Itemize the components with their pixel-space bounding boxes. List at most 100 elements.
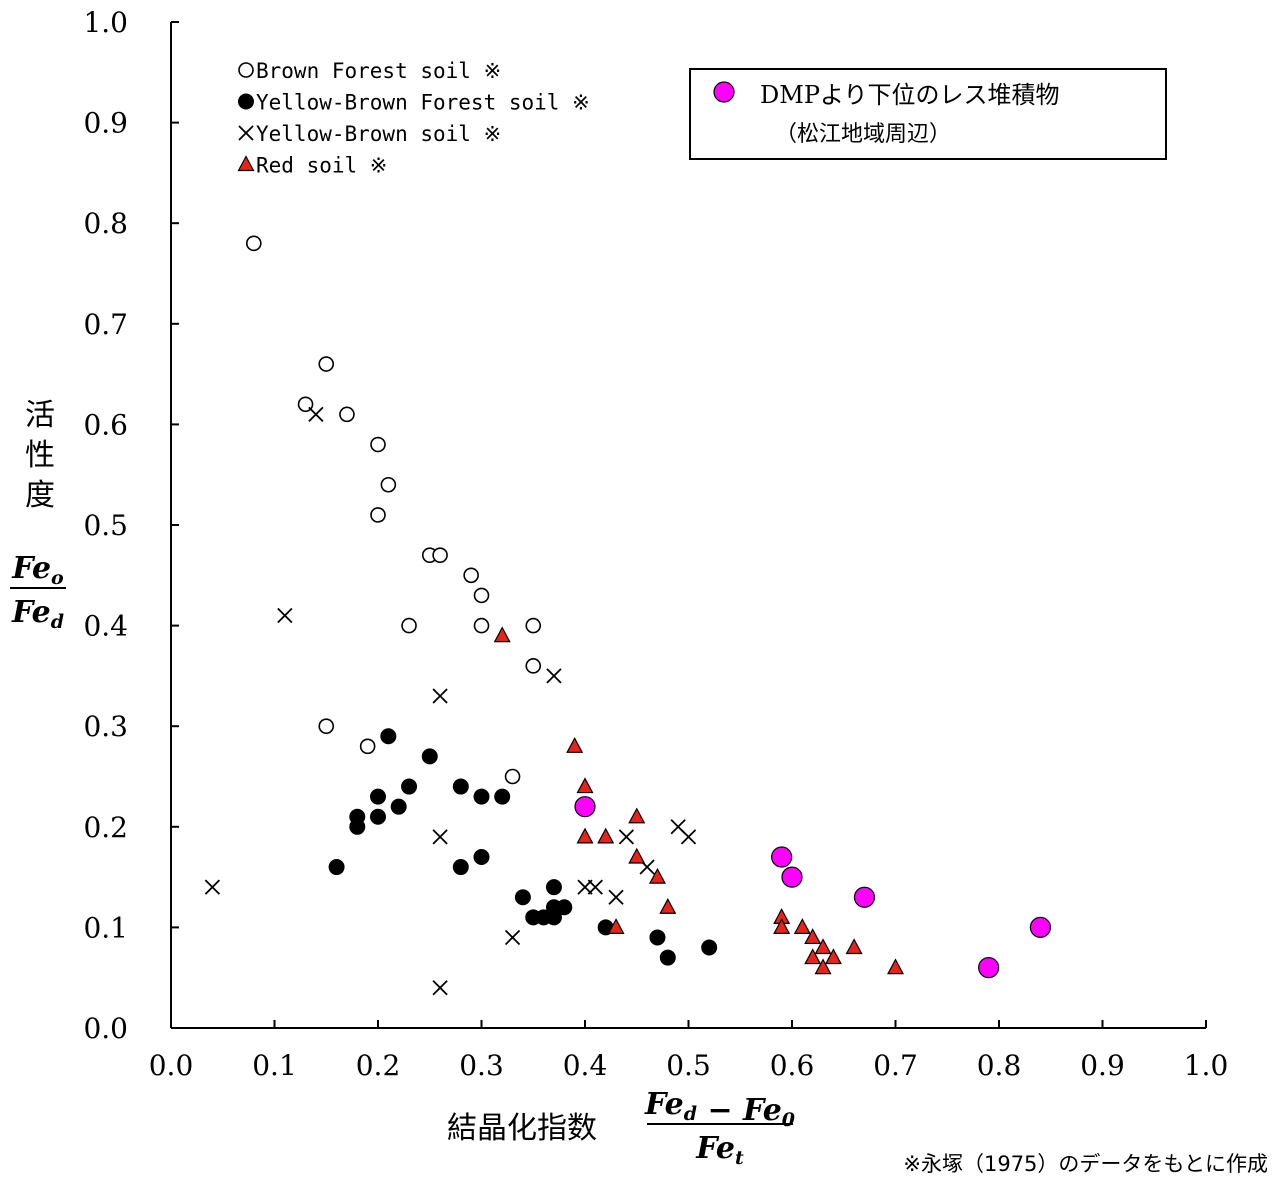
dmp-loess-point [713,81,735,103]
cross-stroke [238,125,254,141]
source-note: ※永塚（1975）のデータをもとに作成 [903,1152,1268,1176]
brown-forest-soil-point [370,507,386,523]
red-soil-point [773,918,791,935]
yellow-brown-soil-point [204,879,221,895]
brown-forest-soil-point [380,476,397,493]
x-ticks: 0.0 0.1 0.2 0.3 0.4 0.5 0.6 0.7 0.8 0.9 1.0 [149,1020,1228,1082]
yellow-brown-forest-soil-point [545,879,562,896]
legend-item: Red soil ※ [237,154,387,178]
legend-box-label: DMPより下位のレス堆積物 [760,81,1059,109]
yellow-brown-soil-point [608,889,624,905]
x-tick-label: 0.9 [1080,1049,1125,1082]
brown-forest-soil-point [525,617,542,634]
yellow-brown-forest-soil-point [452,859,469,876]
yellow-brown-soil-point [546,668,562,684]
cross-stroke [432,980,448,996]
y-tick-label: 0.7 [83,308,128,341]
cross-stroke [432,688,448,704]
yellow-brown-soil-point [587,879,603,895]
yellow-brown-forest-soil-point [545,909,562,926]
y-tick-label: 0.2 [83,811,128,844]
yellow-brown-forest-soil-point [349,818,366,835]
yellow-brown-forest-soil-point [659,949,676,966]
yellow-brown-forest-soil-point [328,859,345,876]
brown-forest-soil-point [318,356,335,372]
yellow-brown-forest-soil-point [390,798,407,815]
yellow-brown-forest-soil-point [556,899,573,916]
dmp-loess-point [781,866,803,888]
dmp-loess-point [574,796,596,818]
yellow-brown-forest-soil-point [370,788,386,805]
red-soil-point [576,827,594,844]
dmp-loess-point [771,846,793,868]
y-tick-label: 0.3 [83,710,128,743]
yellow-brown-soil-point [277,607,293,624]
y-tick-label: 0.8 [83,207,128,240]
red-soil-point [793,918,811,935]
brown-forest-soil-point [432,547,448,563]
x-tick-label: 0.5 [666,1049,711,1082]
data-points [204,235,1052,996]
y-tick-label: 0.0 [83,1012,128,1045]
brown-forest-soil-point [339,406,355,423]
red-soil-point [566,737,584,753]
yellow-brown-soil-point [432,829,448,845]
yellow-brown-forest-soil-point [701,939,718,956]
red-soil-point [648,867,666,884]
yellow-brown-forest-soil-point [401,778,418,795]
red-soil-point [804,928,822,945]
red-soil-point [493,626,511,643]
brown-forest-soil-point [318,718,335,735]
cross-stroke [618,829,635,845]
cross-stroke [432,829,448,845]
x-tick-label: 0.7 [873,1049,918,1082]
x-axis-label: 結晶化指数 [447,1111,597,1146]
yellow-brown-soil-point [618,829,635,845]
x-tick-label: 0.8 [977,1049,1022,1082]
legend-label: Yellow-Brown soil ※ [256,122,501,146]
y-axis-formula: Feo Fed [10,551,66,633]
cross-stroke [587,879,603,895]
red-soil-point [824,948,842,965]
red-soil-point [845,938,863,955]
formula-denominator: Fed [11,595,64,633]
y-tick-label: 0.4 [83,610,128,643]
yellow-brown-forest-soil-point [421,748,438,765]
red-soil-point [886,958,905,975]
cross-stroke [670,819,686,835]
legend-item: Yellow-Brown Forest soil ※ [238,91,590,115]
yellow-brown-forest-soil-point [380,728,397,745]
yellow-brown-forest-soil-point [238,93,254,110]
yellow-brown-forest-soil-point [473,788,490,805]
y-tick-label: 1.0 [83,6,128,39]
yellow-brown-forest-soil-point [494,788,511,805]
x-tick-label: 0.0 [149,1049,194,1082]
legend-label: Yellow-Brown Forest soil ※ [256,91,590,115]
y-axis-title: 活性度 Feo Fed [10,398,66,633]
red-soil-point [576,777,594,794]
brown-forest-soil-point [463,567,479,584]
yellow-brown-soil-point [308,406,324,422]
cross-stroke [504,929,521,946]
red-soil-point [237,155,255,172]
cross-stroke [608,889,624,905]
dmp-loess-point [853,886,876,908]
y-tick-label: 0.6 [83,408,128,441]
y-ticks: 0.0 0.1 0.2 0.3 0.4 0.5 0.6 0.7 0.8 0.9 1.0 [83,6,179,1045]
yellow-brown-forest-soil-point [473,848,490,865]
y-axis-label: 活性度 [25,398,55,513]
formula-numerator: Feo [11,551,64,589]
brown-forest-soil-point [359,738,376,755]
cross-stroke [680,829,697,845]
cross-stroke [308,406,324,422]
yellow-brown-forest-soil-point [370,808,386,825]
legend: Brown Forest soil ※ Yellow-Brown Forest s… [237,59,590,178]
brown-forest-soil-point [525,658,542,674]
legend-label: Red soil ※ [256,154,387,178]
brown-forest-soil-point [473,587,490,604]
dmp-legend-box: DMPより下位のレス堆積物 （松江地域周辺） [689,68,1167,160]
red-soil-point [597,827,615,844]
red-soil-point [628,807,646,824]
